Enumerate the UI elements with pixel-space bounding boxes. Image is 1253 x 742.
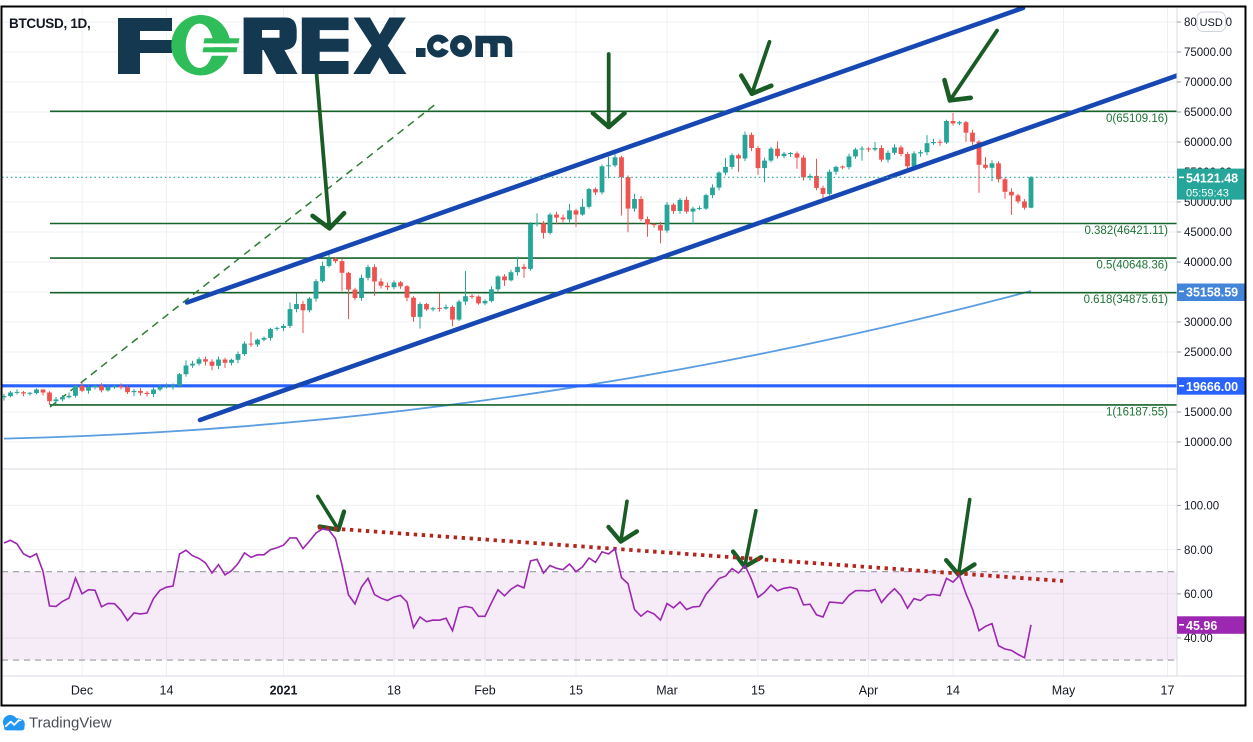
svg-text:40.00: 40.00 bbox=[1184, 633, 1213, 645]
svg-text:19666.00: 19666.00 bbox=[1186, 380, 1238, 394]
svg-text:35158.59: 35158.59 bbox=[1186, 286, 1238, 300]
svg-text:0.382(46421.11): 0.382(46421.11) bbox=[1084, 225, 1168, 237]
svg-text:60.00: 60.00 bbox=[1184, 589, 1213, 601]
svg-text:17: 17 bbox=[1161, 684, 1175, 698]
svg-text:50000.00: 50000.00 bbox=[1184, 197, 1232, 209]
svg-text:14: 14 bbox=[946, 684, 960, 698]
svg-text:60000.00: 60000.00 bbox=[1184, 137, 1232, 149]
svg-text:May: May bbox=[1052, 684, 1076, 698]
svg-text:40000.00: 40000.00 bbox=[1184, 257, 1232, 269]
svg-text:1(16187.55): 1(16187.55) bbox=[1106, 406, 1168, 418]
svg-text:54121.48: 54121.48 bbox=[1186, 172, 1238, 186]
svg-text:Feb: Feb bbox=[474, 684, 496, 698]
svg-text:0(65109.16): 0(65109.16) bbox=[1106, 113, 1168, 125]
svg-text:2021: 2021 bbox=[270, 684, 298, 698]
svg-text:65000.00: 65000.00 bbox=[1184, 107, 1232, 119]
svg-text:80.00: 80.00 bbox=[1184, 545, 1213, 557]
svg-text:15000.00: 15000.00 bbox=[1184, 407, 1232, 419]
svg-text:70000.00: 70000.00 bbox=[1184, 77, 1232, 89]
svg-text:BTCUSD, 1D,: BTCUSD, 1D, bbox=[9, 16, 90, 31]
svg-text:14: 14 bbox=[160, 684, 174, 698]
svg-text:45000.00: 45000.00 bbox=[1184, 227, 1232, 239]
svg-text:Dec: Dec bbox=[71, 684, 93, 698]
svg-text:0.618(34875.61): 0.618(34875.61) bbox=[1084, 294, 1169, 306]
svg-text:30000.00: 30000.00 bbox=[1184, 317, 1232, 329]
svg-text:Mar: Mar bbox=[656, 684, 678, 698]
svg-text:TradingView: TradingView bbox=[29, 715, 112, 732]
svg-text:Apr: Apr bbox=[859, 684, 878, 698]
svg-text:100.00: 100.00 bbox=[1184, 501, 1219, 513]
svg-text:45.96: 45.96 bbox=[1186, 619, 1217, 633]
svg-text:75000.00: 75000.00 bbox=[1184, 47, 1232, 59]
svg-text:18: 18 bbox=[387, 684, 401, 698]
svg-text:25000.00: 25000.00 bbox=[1184, 347, 1232, 359]
svg-text:15: 15 bbox=[751, 684, 765, 698]
svg-text:15: 15 bbox=[569, 684, 583, 698]
svg-text:0.5(40648.36): 0.5(40648.36) bbox=[1096, 260, 1168, 272]
svg-text:USD: USD bbox=[1200, 17, 1223, 29]
svg-text:05:59:43: 05:59:43 bbox=[1186, 188, 1229, 200]
svg-text:10000.00: 10000.00 bbox=[1184, 437, 1232, 449]
